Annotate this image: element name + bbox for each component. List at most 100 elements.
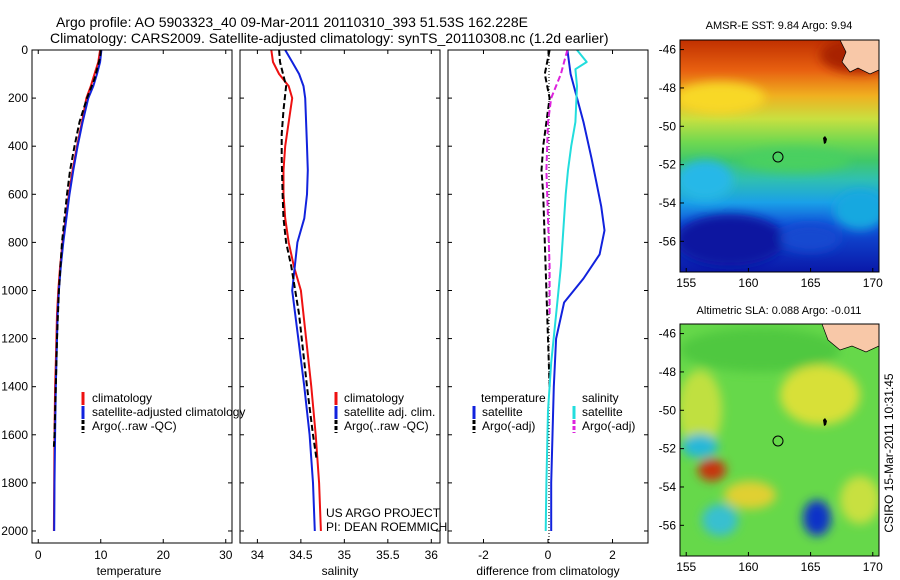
project-line-1: US ARGO PROJECT [326, 506, 441, 520]
series-line-temperature-argo-adj [540, 49, 551, 387]
depth-tick-label: 1400 [1, 380, 28, 394]
difference-panel: -2 0 2 difference from climatology tempera… [447, 49, 649, 578]
depth-tick-label: 400 [8, 139, 28, 153]
sst-cold-tongue [780, 224, 840, 252]
salinity-x-label: salinity [322, 564, 359, 578]
map-y-tick-label: -48 [659, 365, 677, 379]
difference-legend: temperature satellite Argo(-adj) salinit… [472, 391, 635, 433]
credit-timestamp: CSIRO 15-Mar-2011 10:31:45 [882, 373, 896, 533]
sst-island [823, 136, 827, 144]
map-x-tick-label: 165 [801, 276, 821, 290]
sst-y-ticks: -46 -48 -50 -52 -54 -56 [659, 43, 684, 248]
difference-axes-frame [447, 49, 649, 544]
sst-land-northeast [839, 40, 879, 75]
sla-cyan-patch [682, 434, 718, 458]
sla-yellow-patch-south [724, 481, 776, 509]
legend-label-diff-temp-argo: Argo(-adj) [482, 419, 535, 433]
map-x-tick-label: 170 [863, 276, 883, 290]
sst-cool-blob-west [680, 160, 733, 200]
salinity-series [270, 49, 322, 532]
difference-x-label: difference from climatology [476, 564, 619, 578]
map-y-tick-label: -54 [659, 196, 677, 210]
sla-field [680, 324, 879, 556]
sla-blue-eddy [803, 500, 831, 536]
project-line-2: PI: DEAN ROEMMICH [326, 520, 447, 534]
x-tick-label: 10 [94, 548, 108, 562]
header-line-1: Argo profile: AO 5903323_40 09-Mar-2011 … [56, 14, 528, 30]
x-tick-label: 35.5 [376, 548, 400, 562]
legend-label-satellite-adjusted: satellite-adjusted climatology [92, 405, 245, 419]
depth-tick-label: 0 [21, 43, 28, 57]
sla-yellow-band-west [680, 370, 722, 450]
temperature-series [52, 49, 103, 532]
legend-title-salinity: salinity [582, 391, 619, 405]
series-line-satellite-adj-clim [284, 49, 316, 532]
sla-island [823, 418, 827, 426]
legend-title-temperature: temperature [481, 391, 546, 405]
series-line-argo-raw-qc [52, 49, 102, 447]
depth-ticks: 0 200 400 600 800 1000 1200 1400 1600 1800 2000 [1, 43, 28, 538]
x-tick-label: -2 [478, 548, 489, 562]
map-y-tick-label: -52 [659, 442, 677, 456]
sla-yellow-band-east [780, 365, 860, 425]
salinity-panel: 34 34.5 35 35.5 36 salinity climatology sate… [239, 49, 447, 578]
depth-tick-label: 1000 [1, 283, 28, 297]
sst-green-tongue [740, 148, 850, 172]
sla-map-frame [679, 323, 880, 557]
sst-map-frame [679, 39, 880, 273]
x-tick-label: 0 [35, 548, 42, 562]
sst-cold-pool-southwest [680, 214, 785, 266]
temperature-panel: 0 200 400 600 800 1000 1200 1400 1600 1800 2000 0 1… [1, 43, 245, 578]
map-y-tick-label: -46 [659, 43, 677, 57]
map-y-tick-label: -54 [659, 480, 677, 494]
map-x-tick-label: 165 [801, 560, 821, 574]
salinity-axes-frame [239, 49, 441, 544]
x-tick-label: 34.5 [289, 548, 313, 562]
series-line-climatology [52, 49, 102, 532]
series-line-salinity-satellite [544, 49, 588, 532]
depth-tick-label: 1800 [1, 476, 28, 490]
legend-label-climatology: climatology [92, 391, 152, 405]
series-line-salinity-argo-adj [545, 49, 569, 315]
depth-tick-label: 2000 [1, 524, 28, 538]
legend-label-sal-satellite: satellite adj. clim. [344, 405, 435, 419]
salinity-legend: climatology satellite adj. clim. Argo(..… [334, 391, 435, 433]
legend-label-sal-argo: Argo(..raw -QC) [344, 419, 429, 433]
difference-series [540, 49, 606, 532]
map-y-tick-label: -56 [659, 234, 677, 248]
temperature-axes-frame [31, 49, 233, 544]
legend-label-diff-sal-argo: Argo(-adj) [582, 419, 635, 433]
x-tick-label: 2 [609, 548, 616, 562]
sla-map: Altimetric SLA: 0.088 Argo: -0.011 155 16… [659, 305, 883, 574]
sla-y-ticks: -46 -48 -50 -52 -54 -56 [659, 327, 684, 532]
depth-tick-label: 600 [8, 187, 28, 201]
series-line-satellite-adjusted-climatology [53, 49, 103, 532]
header-line-2: Climatology: CARS2009. Satellite-adjuste… [50, 30, 608, 46]
sla-green-band-north [680, 328, 840, 372]
sla-cyan-band-south [702, 504, 738, 536]
map-y-tick-label: -50 [659, 119, 677, 133]
sst-map: AMSR-E SST: 9.84 Argo: 9.94 155 160 165 170… [659, 20, 883, 290]
x-tick-label: 35 [338, 548, 352, 562]
sst-warm-blob [680, 82, 765, 114]
sst-x-ticks: 155 160 165 170 [676, 268, 883, 290]
sst-teal-east [834, 190, 879, 230]
series-line-temperature-satellite [550, 49, 606, 531]
map-x-tick-label: 170 [863, 560, 883, 574]
temperature-legend: climatology satellite-adjusted climatolo… [81, 391, 245, 433]
legend-label-diff-temp-sat: satellite [482, 405, 523, 419]
depth-tick-label: 1600 [1, 428, 28, 442]
series-line-climatology [270, 49, 322, 532]
sst-float-marker [772, 151, 784, 163]
map-x-tick-label: 160 [738, 560, 758, 574]
temperature-x-label: temperature [97, 564, 162, 578]
legend-label-diff-sal-sat: satellite [582, 405, 623, 419]
sst-field [680, 40, 879, 272]
series-line-argo-raw-qc [278, 49, 318, 459]
map-y-tick-label: -52 [659, 158, 677, 172]
legend-label-argo: Argo(..raw -QC) [92, 419, 177, 433]
map-y-tick-label: -56 [659, 518, 677, 532]
sla-yellow-east [840, 476, 879, 524]
x-tick-label: 0 [545, 548, 552, 562]
